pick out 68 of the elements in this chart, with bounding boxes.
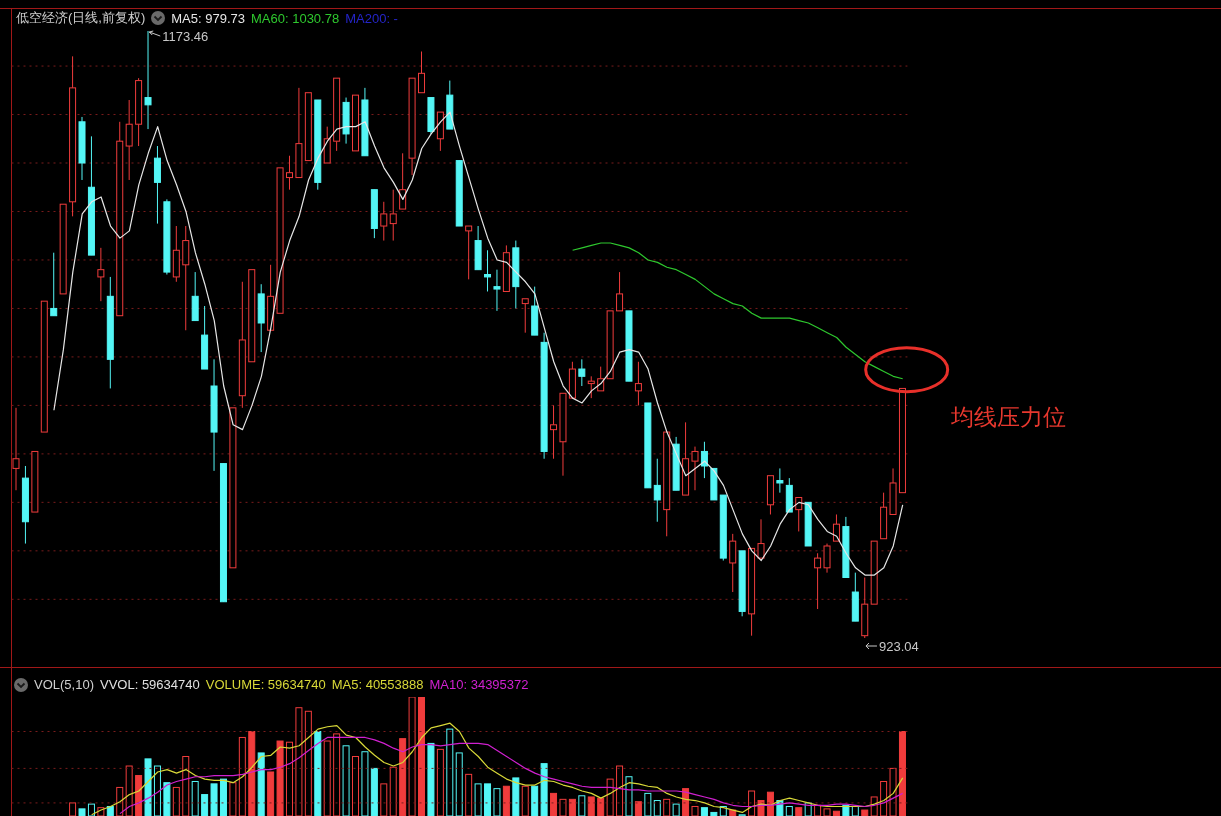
bar xyxy=(568,798,576,816)
bar xyxy=(427,742,435,816)
candlestick xyxy=(125,99,133,181)
text: MA5: 979.73 xyxy=(171,10,245,26)
text: MA5: 40553888 xyxy=(331,677,424,692)
bar xyxy=(106,805,114,816)
candlestick xyxy=(12,407,20,491)
candlestick xyxy=(135,77,143,147)
bar xyxy=(418,697,426,816)
candlestick xyxy=(776,467,784,494)
candlestick xyxy=(578,358,586,387)
chart-title: 低空经济(日线,前复权) xyxy=(16,9,146,27)
chart-title: VOL(5,10) xyxy=(34,677,94,692)
candlestick xyxy=(700,441,708,479)
candlestick xyxy=(285,155,293,191)
text: MA60: 1030.78 xyxy=(251,10,340,26)
bar xyxy=(634,801,642,816)
text: MA10: 34395372 xyxy=(429,677,529,692)
candlestick xyxy=(389,189,397,242)
text: MA200: - xyxy=(345,10,398,26)
candlestick xyxy=(691,446,699,491)
annotation: 1173.46 xyxy=(162,29,209,44)
bar xyxy=(370,767,378,816)
bar xyxy=(248,731,256,816)
bar xyxy=(210,783,218,816)
bar xyxy=(832,810,840,816)
bar xyxy=(861,809,869,816)
text: VVOL: 59634740 xyxy=(99,677,200,692)
bar xyxy=(700,807,708,816)
bar xyxy=(512,777,520,816)
bar xyxy=(502,785,510,816)
bar xyxy=(201,794,209,816)
candlestick xyxy=(484,249,492,292)
bar xyxy=(484,783,492,816)
candlestick xyxy=(653,458,661,523)
candlestick xyxy=(50,252,58,317)
bar xyxy=(898,731,906,816)
bar xyxy=(135,775,143,816)
bar xyxy=(795,807,803,816)
text: 923.04 xyxy=(878,639,919,654)
candlestick xyxy=(144,30,152,130)
candlestick xyxy=(550,404,558,460)
bar xyxy=(144,758,152,816)
bar xyxy=(219,778,227,816)
bar xyxy=(597,797,605,816)
candlestick xyxy=(861,577,869,639)
bar xyxy=(314,731,322,816)
bar xyxy=(267,771,275,816)
text: 均线压力位 xyxy=(949,403,1066,430)
candlestick xyxy=(238,281,246,409)
bar xyxy=(531,785,539,816)
candlestick xyxy=(69,55,77,217)
candlestick xyxy=(380,201,388,242)
bar xyxy=(257,752,265,816)
candlestick xyxy=(182,225,190,331)
bar xyxy=(842,804,850,816)
bar xyxy=(710,811,718,816)
bar xyxy=(276,740,284,816)
bar xyxy=(78,808,86,816)
text: VOLUME: 59634740 xyxy=(205,677,326,692)
bar xyxy=(587,796,595,816)
bar xyxy=(540,763,548,816)
bar xyxy=(399,738,407,816)
bar xyxy=(163,782,171,816)
candlestick xyxy=(97,247,105,302)
bar xyxy=(550,792,558,816)
candlestick xyxy=(493,269,501,312)
candlestick xyxy=(823,543,831,574)
